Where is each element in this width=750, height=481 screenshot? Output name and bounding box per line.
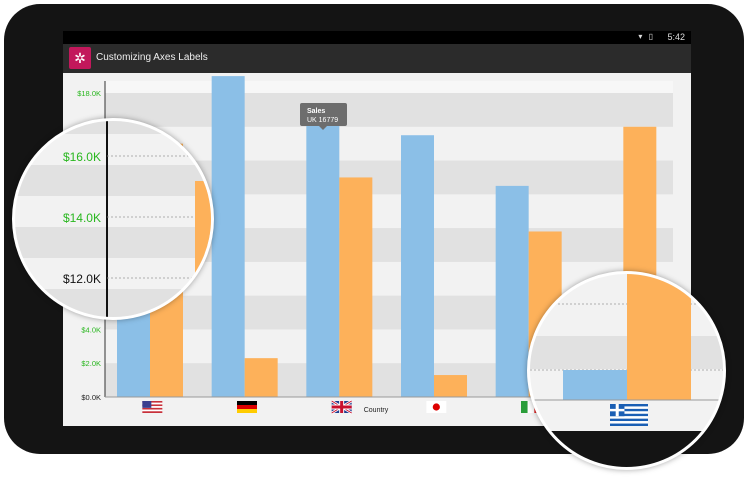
- zoom-lens-greece: [527, 271, 726, 470]
- zoom-bar-greece-series2: [627, 274, 691, 400]
- y-tick-label: $4.0K: [81, 325, 101, 334]
- status-icons: ▾ ▯: [638, 32, 655, 41]
- flag-usa-icon: [142, 401, 163, 413]
- plot-top: [105, 81, 673, 93]
- zoom-lens-y-axis: $16.0K $14.0K $12.0K: [12, 118, 214, 320]
- bar-italy-sales: [495, 185, 529, 397]
- zoom-tick-label: $16.0K: [63, 150, 101, 164]
- zoom-grid-band: [530, 336, 723, 369]
- tooltip-pointer: [319, 126, 327, 130]
- zoom-bar-greece-sales: [563, 370, 627, 400]
- y-tick-label: $18.0K: [77, 89, 101, 98]
- zoom-grid-band: [15, 165, 211, 196]
- status-bar: ▾ ▯ 5:42: [63, 31, 691, 44]
- butterfly-logo-icon[interactable]: ✲: [69, 47, 91, 69]
- tooltip: Sales UK 16779: [300, 103, 347, 130]
- zoom-tick-label: $12.0K: [63, 272, 101, 286]
- tooltip-text: UK 16779: [307, 117, 338, 124]
- zoom-tick-label: $14.0K: [63, 211, 101, 225]
- y-tick-label: $0.0K: [81, 393, 101, 402]
- bar-uk-series2: [339, 177, 373, 397]
- flag-germany-icon: [237, 401, 257, 413]
- bar-germany-sales: [211, 76, 245, 397]
- tooltip-title: Sales: [307, 108, 325, 115]
- bar-germany-series2: [244, 358, 278, 397]
- zoom-grid-band: [15, 227, 211, 258]
- bar-uk-sales: [306, 113, 340, 397]
- bar-usa-sales: [117, 312, 150, 397]
- flag-uk-icon: [331, 399, 353, 415]
- status-time: 5:42: [667, 32, 685, 42]
- app-bar: ✲ Customizing Axes Labels: [63, 44, 691, 73]
- bar-japan-sales: [401, 135, 434, 397]
- flag-japan-icon: [426, 401, 447, 413]
- tooltip-box: [300, 103, 347, 126]
- app-title: Customizing Axes Labels: [96, 52, 208, 63]
- bar-japan-series2: [434, 375, 467, 397]
- grid-band: [105, 93, 673, 127]
- x-axis-title: Country: [364, 407, 389, 414]
- zoom-flag-greece-icon: [610, 404, 648, 426]
- y-tick-label: $2.0K: [81, 359, 101, 368]
